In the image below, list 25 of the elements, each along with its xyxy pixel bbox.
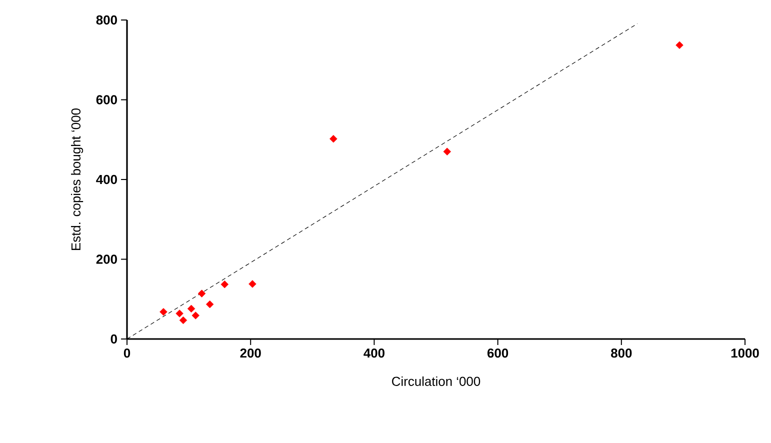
point xyxy=(176,310,184,318)
y-tick-label: 0 xyxy=(110,334,117,344)
x-tick-label: 400 xyxy=(364,348,384,358)
x-tick-label: 0 xyxy=(124,348,130,358)
y-tick-label: 800 xyxy=(96,15,117,25)
point xyxy=(220,280,229,288)
x-tick-label: 200 xyxy=(240,348,261,358)
point xyxy=(206,300,214,308)
x-axis-title: Circulation ‘000 xyxy=(392,376,480,386)
point xyxy=(330,134,338,143)
y-tick-label: 600 xyxy=(96,95,117,104)
point xyxy=(160,308,168,316)
point xyxy=(187,304,196,313)
point xyxy=(248,280,256,288)
x-tick-label: 600 xyxy=(487,348,508,358)
y-tick-label: 200 xyxy=(96,254,117,264)
x-tick-label: 1000 xyxy=(731,348,759,358)
x-tick-label: 800 xyxy=(611,348,632,358)
point xyxy=(676,41,684,49)
point xyxy=(192,312,200,320)
y-tick-label: 400 xyxy=(96,174,117,184)
y-axis-title: Estd. copies bought ‘000 xyxy=(71,108,84,250)
point xyxy=(179,316,188,324)
point xyxy=(198,290,206,298)
point xyxy=(443,148,451,156)
